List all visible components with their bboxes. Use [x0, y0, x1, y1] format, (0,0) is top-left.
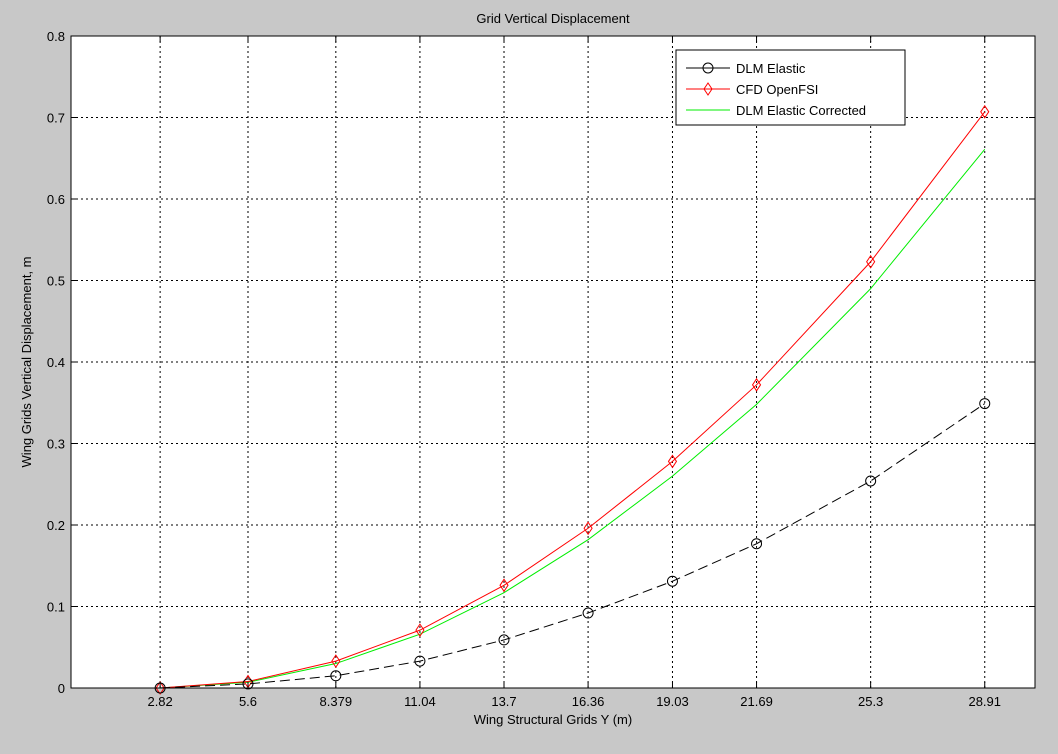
- x-tick-label: 13.7: [491, 694, 516, 709]
- data-point-dlm-elastic: [979, 398, 991, 410]
- y-tick-label: 0.6: [47, 192, 65, 207]
- x-tick-label: 28.91: [968, 694, 1001, 709]
- legend-marker-dlm-elastic: [702, 62, 714, 74]
- legend-label-cfd-openfsi: CFD OpenFSI: [736, 82, 818, 97]
- data-point-dlm-elastic: [751, 538, 763, 550]
- data-point-dlm-elastic: [666, 575, 678, 587]
- data-point-cfd-openfsi: [499, 578, 509, 593]
- data-point-cfd-openfsi: [866, 254, 876, 269]
- x-tick-label: 16.36: [572, 694, 605, 709]
- x-tick-label: 21.69: [740, 694, 773, 709]
- y-tick-label: 0.1: [47, 600, 65, 615]
- x-tick-label: 5.6: [239, 694, 257, 709]
- y-tick-label: 0.4: [47, 355, 65, 370]
- data-point-dlm-elastic: [242, 678, 254, 690]
- data-point-dlm-elastic: [498, 634, 510, 646]
- x-tick-label: 11.04: [404, 694, 436, 709]
- legend-label-dlm-elastic-corrected: DLM Elastic Corrected: [736, 103, 866, 118]
- data-point-dlm-elastic: [865, 475, 877, 487]
- x-tick-label: 25.3: [858, 694, 883, 709]
- y-tick-label: 0: [58, 681, 65, 696]
- x-tick-label: 8.379: [320, 694, 353, 709]
- data-point-dlm-elastic: [414, 655, 426, 667]
- data-point-cfd-openfsi: [667, 454, 678, 469]
- legend-marker-cfd-openfsi: [703, 82, 713, 96]
- data-point-cfd-openfsi: [583, 521, 593, 536]
- x-tick-label: 2.82: [147, 694, 172, 709]
- y-tick-label: 0.2: [47, 518, 65, 533]
- legend: DLM Elastic CFD OpenFSI DLM Elastic Corr…: [675, 49, 906, 126]
- grid-lines: [71, 36, 1035, 688]
- data-point-cfd-openfsi: [415, 623, 425, 638]
- legend-keys: [686, 62, 730, 111]
- series-lines: [154, 104, 991, 695]
- series-line-dlm-elastic-corrected: [160, 148, 986, 689]
- data-point-cfd-openfsi: [155, 681, 165, 695]
- y-tick-label: 0.5: [47, 274, 65, 289]
- y-tick-label: 0.3: [47, 437, 65, 452]
- x-tick-label: 19.03: [656, 694, 689, 709]
- data-point-dlm-elastic: [330, 670, 342, 682]
- data-point-cfd-openfsi: [980, 104, 990, 119]
- legend-label-dlm-elastic: DLM Elastic: [736, 61, 806, 76]
- y-tick-label: 0.7: [47, 111, 65, 126]
- series-line-dlm-elastic: [160, 403, 986, 689]
- series-line-cfd-openfsi: [160, 111, 986, 689]
- x-axis-label: Wing Structural Grids Y (m): [474, 712, 632, 727]
- chart-title: Grid Vertical Displacement: [476, 11, 630, 26]
- data-point-dlm-elastic: [582, 607, 594, 619]
- y-tick-label: 0.8: [47, 29, 65, 44]
- y-axis-label: Wing Grids Vertical Displacement, m: [19, 257, 34, 468]
- data-point-cfd-openfsi: [751, 377, 762, 392]
- axis-ticks: 2.82 5.6 8.379 11.04 13.7 16.36 19.03 21.69 25.3…: [47, 29, 1035, 709]
- data-point-cfd-openfsi: [331, 654, 341, 669]
- legend-box: [675, 49, 906, 126]
